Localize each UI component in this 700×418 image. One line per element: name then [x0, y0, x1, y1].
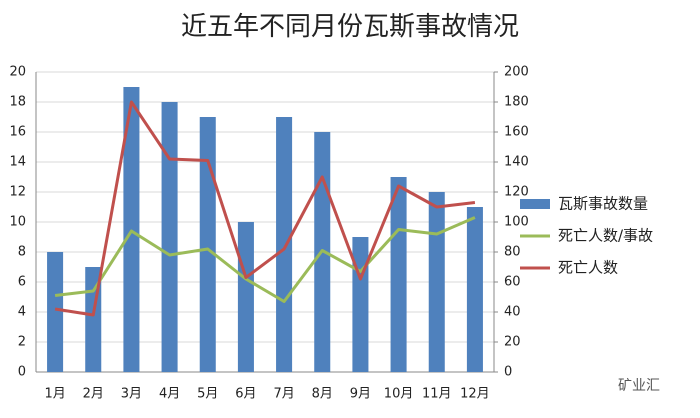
legend-label: 瓦斯事故数量	[558, 195, 648, 213]
x-tick-label: 5月	[197, 387, 218, 402]
bar	[466, 207, 483, 372]
y-tick-label: 20	[9, 65, 26, 80]
y2-tick-label: 40	[504, 305, 521, 320]
y-tick-label: 2	[18, 335, 26, 350]
x-tick-label: 4月	[159, 387, 180, 402]
chart-title: 近五年不同月份瓦斯事故情况	[181, 12, 519, 42]
bar	[123, 87, 140, 372]
x-tick-label: 11月	[422, 387, 452, 402]
y-tick-label: 0	[18, 365, 26, 380]
line	[54, 216, 476, 303]
bar	[237, 222, 254, 372]
y2-tick-label: 20	[504, 335, 521, 350]
y-tick-label: 4	[18, 305, 26, 320]
watermark: 矿业汇	[618, 378, 660, 394]
y-tick-label: 16	[9, 125, 26, 140]
bar	[161, 102, 178, 372]
x-tick-label: 3月	[121, 387, 142, 402]
y2-tick-label: 60	[504, 275, 521, 290]
legend-label: 死亡人数/事故	[558, 227, 653, 245]
bar	[352, 237, 369, 372]
x-tick-label: 2月	[83, 387, 104, 402]
x-tick-label: 8月	[312, 387, 333, 402]
y-tick-label: 18	[9, 95, 26, 110]
y2-tick-label: 120	[504, 185, 529, 200]
legend-label: 死亡人数	[558, 259, 618, 277]
x-tick-label: 6月	[235, 387, 256, 402]
bar	[390, 177, 407, 372]
y-tick-label: 14	[9, 155, 26, 170]
bar	[199, 117, 216, 372]
y2-tick-label: 200	[504, 65, 529, 80]
y-tick-label: 10	[9, 215, 26, 230]
x-tick-label: 1月	[44, 387, 65, 402]
y2-tick-label: 160	[504, 125, 529, 140]
y-tick-label: 6	[18, 275, 26, 290]
y2-tick-label: 80	[504, 245, 521, 260]
y2-tick-label: 0	[504, 365, 512, 380]
bar	[276, 117, 293, 372]
y-tick-label: 8	[18, 245, 26, 260]
y-tick-label: 12	[9, 185, 26, 200]
x-tick-label: 12月	[460, 387, 490, 402]
bar	[428, 192, 445, 372]
y2-tick-label: 140	[504, 155, 529, 170]
legend-swatch	[520, 199, 550, 209]
y2-tick-label: 100	[504, 215, 529, 230]
line	[54, 100, 476, 317]
y2-tick-label: 180	[504, 95, 529, 110]
x-tick-label: 9月	[350, 387, 371, 402]
x-tick-label: 7月	[273, 387, 294, 402]
bar	[47, 252, 64, 372]
x-tick-label: 10月	[384, 387, 414, 402]
